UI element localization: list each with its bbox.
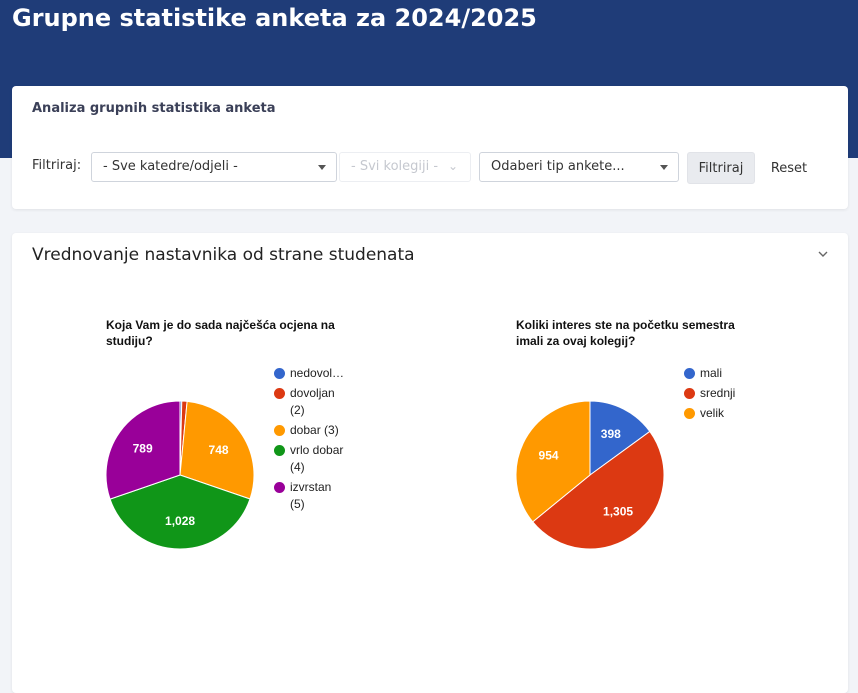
chart-title: Koja Vam je do sada najčešća ocjena na s… (106, 318, 335, 348)
pie-slice-vrlo-dobar-4[interactable] (109, 474, 251, 550)
legend-label-line-2: (2) (290, 403, 305, 417)
legend-marker (274, 445, 285, 456)
survey-type-select-value: Odaberi tip ankete... (491, 159, 625, 174)
legend-item-dobar-3[interactable]: dobar (3) (274, 422, 362, 439)
legend-label: dovoljan (290, 386, 335, 400)
filter-subtitle: Analiza grupnih statistika anketa (32, 101, 276, 116)
filter-label: Filtriraj: (32, 158, 82, 173)
slice-data-label: 789 (133, 441, 153, 455)
legend-label: dobar (3) (290, 423, 339, 437)
reset-button[interactable]: Reset (767, 152, 811, 184)
legend-marker (274, 425, 285, 436)
slice-data-label: 954 (539, 448, 559, 462)
legend-marker (684, 388, 695, 399)
legend-item-velik[interactable]: velik (684, 405, 772, 422)
section-title: Vrednovanje nastavnika od strane studena… (32, 245, 415, 265)
legend-item-izvrstan-5[interactable]: izvrstan (5) (274, 479, 362, 513)
legend-label: vrlo dobar (290, 443, 344, 457)
course-select-value: - Svi kolegiji - (351, 159, 439, 174)
chevron-down-icon (318, 165, 326, 170)
course-select[interactable]: - Svi kolegiji - ⌄ (339, 152, 471, 182)
page-title: Grupne statistike anketa za 2024/2025 (12, 4, 537, 32)
department-select[interactable]: - Sve katedre/odjeli - (91, 152, 337, 182)
legend-label: srednji (700, 386, 736, 400)
chevron-down-icon: ⌄ (447, 159, 458, 173)
pie-slice-srednji[interactable] (531, 430, 665, 550)
slice-data-label: 1,028 (165, 514, 195, 528)
legend-label-line-2: (5) (290, 497, 305, 511)
pie-slice-izvrstan-5[interactable] (105, 400, 181, 500)
legend-label: velik (700, 406, 725, 420)
filter-button[interactable]: Filtriraj (687, 152, 755, 184)
interest-pie-chart: 398 1,305 954 Koliki interes ste na početk… (515, 317, 816, 577)
pie-slice-velik[interactable] (515, 400, 591, 523)
legend-label-line-2: (4) (290, 460, 305, 474)
slice-data-label: 748 (209, 443, 229, 457)
grade-pie-chart: 748 1,028 789 Koja Vam je do sada najčešća… (105, 317, 406, 577)
chart-legend: nedovol… dovoljan (2) dobar (3) vrlo dobar (4… (274, 365, 362, 516)
department-select-value: - Sve katedre/odjeli - (103, 159, 238, 174)
chart-title: Koliki interes ste na početku semestra i… (516, 318, 735, 348)
slice-data-label: 398 (601, 427, 621, 441)
interest-pie-svg: 398 1,305 954 (515, 400, 665, 550)
chevron-down-icon[interactable] (816, 247, 830, 261)
chevron-down-icon (660, 165, 668, 170)
legend-marker (274, 368, 285, 379)
legend-label: izvrstan (290, 480, 332, 494)
legend-item-nedovoljan-1[interactable]: nedovol… (274, 365, 362, 382)
legend-item-srednji[interactable]: srednji (684, 385, 772, 402)
legend-label: mali (700, 366, 723, 380)
legend-marker (274, 482, 285, 493)
legend-marker (684, 408, 695, 419)
grade-pie-svg: 748 1,028 789 (105, 400, 255, 550)
legend-item-dovoljan-2[interactable]: dovoljan (2) (274, 385, 362, 419)
slice-data-label: 1,305 (603, 504, 633, 518)
legend-item-mali[interactable]: mali (684, 365, 772, 382)
pie-slice-mali[interactable] (589, 400, 651, 476)
pie-slice-dobar-3[interactable] (179, 400, 255, 500)
filter-card: Analiza grupnih statistika anketa Filtri… (12, 86, 848, 209)
legend-marker (274, 388, 285, 399)
legend-item-vrlo-dobar-4[interactable]: vrlo dobar (4) (274, 442, 362, 476)
legend-label: nedovol… (290, 366, 345, 380)
survey-type-select[interactable]: Odaberi tip ankete... (479, 152, 679, 182)
legend-marker (684, 368, 695, 379)
survey-section: Vrednovanje nastavnika od strane studena… (12, 233, 848, 693)
chart-legend: mali srednji velik (684, 365, 772, 425)
